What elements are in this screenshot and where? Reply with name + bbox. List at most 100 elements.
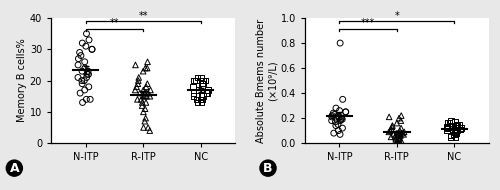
Point [456,128,464,131]
Point [338,117,345,120]
Point [141,92,149,95]
Point [190,79,198,82]
Point [143,66,151,70]
Point [199,79,207,82]
Point [332,120,340,123]
Point [385,115,393,118]
Point [338,118,346,121]
Point [334,129,342,132]
Point [332,117,340,120]
Point [144,92,152,95]
Point [451,130,459,133]
Point [204,89,212,92]
Point [137,98,145,101]
Point [146,95,154,98]
Text: **: ** [138,11,148,21]
Point [393,122,401,125]
Point [196,98,204,101]
Text: B: B [264,162,273,175]
Point [78,42,86,45]
Point [338,127,346,130]
Point [452,124,460,127]
Point [76,51,84,54]
Point [386,129,394,132]
Point [190,92,198,95]
Point [394,134,402,137]
Point [142,85,150,88]
Point [85,38,93,41]
Point [458,127,466,130]
Point [398,132,406,135]
Point [198,98,206,101]
Point [330,112,338,115]
Point [74,76,82,79]
Point [193,98,201,101]
Point [138,104,146,107]
Point [392,138,400,141]
Point [332,124,340,127]
Point [142,95,150,98]
Point [194,89,202,92]
Point [78,70,86,73]
Point [396,137,404,140]
Point [448,125,456,128]
Point [144,126,152,129]
Point [342,110,349,113]
Point [83,73,91,76]
Point [136,92,144,95]
Point [453,123,461,126]
Point [143,92,151,95]
Point [330,113,338,116]
Point [142,66,150,70]
Point [336,119,344,122]
Point [198,101,205,104]
Point [140,89,147,92]
Point [84,73,92,76]
Point [387,135,395,138]
Point [446,122,454,125]
Point [88,48,96,51]
Point [82,45,90,48]
Point [443,129,451,132]
Point [394,132,402,135]
Point [328,115,336,118]
Point [444,122,452,125]
Text: A: A [10,162,19,175]
Point [140,126,147,129]
Text: *: * [394,11,399,21]
Point [336,109,344,112]
Point [74,63,82,66]
Point [194,101,202,104]
Point [134,76,142,79]
Point [80,89,88,92]
Point [397,119,405,122]
Point [452,132,460,135]
Point [452,124,460,127]
Point [81,66,89,70]
Point [198,82,206,85]
Y-axis label: Memory B cells%: Memory B cells% [17,39,27,123]
Point [85,85,93,88]
Point [197,76,205,79]
Point [396,139,404,142]
Point [144,82,152,85]
Point [396,133,404,136]
Point [142,101,150,104]
Point [77,54,85,57]
Point [394,140,402,143]
Point [82,32,90,35]
Point [84,70,92,73]
Point [80,60,88,63]
Point [388,125,396,128]
Point [451,120,459,123]
Point [202,92,210,95]
Point [78,101,86,104]
Point [203,92,211,95]
Point [397,127,405,130]
Point [388,128,396,131]
Point [397,114,405,117]
Point [337,118,345,121]
Point [330,132,338,135]
Point [447,134,455,137]
Point [74,57,82,60]
